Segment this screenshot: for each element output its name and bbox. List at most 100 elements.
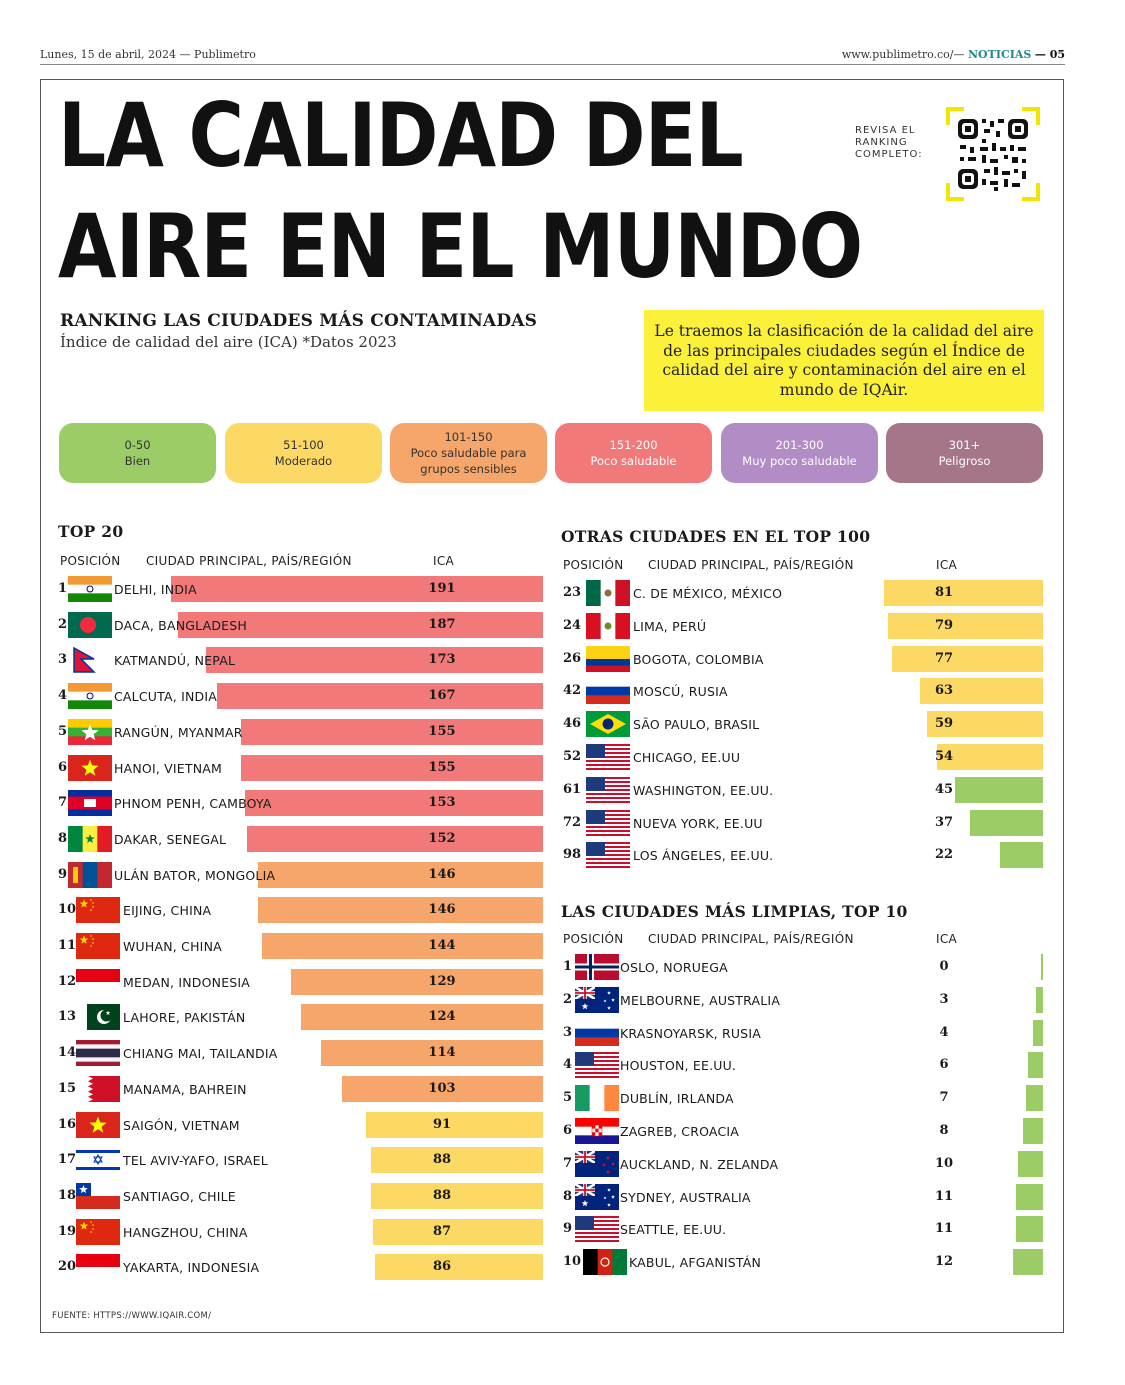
- value-label: 79: [934, 617, 954, 633]
- pakistan-flag-icon: [76, 1004, 120, 1031]
- value-label: 77: [934, 650, 954, 666]
- bar-24: [888, 612, 1043, 639]
- norway-flag-icon: [575, 954, 619, 980]
- legend-label: Poco saludable: [590, 454, 677, 468]
- subtitle-ica: Índice de calidad del aire (ICA) *Datos …: [60, 333, 397, 351]
- city-label: SYDNEY, AUSTRALIA: [620, 1189, 751, 1205]
- vietnam-flag-icon: [68, 754, 112, 781]
- bar-46: [927, 711, 1043, 738]
- masthead-section: NOTICIAS: [968, 48, 1032, 61]
- city-label: KRASNOYARSK, RUSIA: [620, 1025, 761, 1041]
- bar-4: [217, 683, 543, 710]
- value-label: 155: [428, 723, 456, 739]
- india-flag-icon: [68, 576, 112, 602]
- column-header-city: CIUDAD PRINCIPAL, PAÍS/REGIÓN: [648, 932, 854, 946]
- city-label: C. DE MÉXICO, MÉXICO: [633, 586, 783, 601]
- value-label: 152: [428, 830, 456, 846]
- vietnam-flag-icon: [76, 1111, 120, 1138]
- legend-label: Peligroso: [938, 454, 991, 468]
- rank-label: 7: [58, 795, 68, 811]
- rank-label: 52: [563, 749, 582, 764]
- rank-label: 8: [563, 1188, 573, 1204]
- qr-code-icon[interactable]: [946, 107, 1040, 201]
- bar-42: [919, 678, 1043, 705]
- city-label: DELHI, INDIA: [114, 582, 197, 597]
- city-label: MOSCÚ, RUSIA: [633, 684, 728, 700]
- city-label: EIJING, CHINA: [123, 903, 212, 919]
- city-label: MANAMA, BAHREIN: [123, 1081, 247, 1097]
- value-label: 7: [939, 1090, 949, 1106]
- rank-label: 1: [58, 581, 68, 596]
- city-label: DUBLÍN, IRLANDA: [620, 1091, 734, 1107]
- rank-label: 3: [563, 1024, 573, 1040]
- value-label: 173: [428, 652, 456, 668]
- indonesia-flag-icon: [76, 1254, 120, 1281]
- rank-label: 4: [563, 1057, 573, 1073]
- nepal-flag-icon: [68, 647, 112, 674]
- bangladesh-flag-icon: [68, 611, 112, 638]
- usa-flag-icon: [586, 809, 630, 836]
- city-label: PHNOM PENH, CAMBOYA: [114, 796, 272, 812]
- australia-flag-icon: [575, 1183, 619, 1210]
- value-label: 129: [428, 973, 456, 989]
- rank-label: 10: [563, 1254, 582, 1270]
- rank-label: 13: [58, 1009, 77, 1025]
- city-label: BOGOTA, COLOMBIA: [633, 651, 764, 667]
- value-label: 8: [939, 1123, 949, 1138]
- column-header-rank: POSICIÓN: [563, 932, 624, 946]
- value-label: 45: [934, 781, 954, 797]
- chile-flag-icon: [76, 1182, 120, 1209]
- city-label: SAIGÓN, VIETNAM: [123, 1117, 240, 1133]
- bar-6: [1023, 1118, 1043, 1144]
- rank-label: 2: [563, 991, 573, 1007]
- rank-label: 6: [563, 1123, 573, 1138]
- bar-1: [1041, 954, 1043, 980]
- masthead-page: — 05: [1034, 48, 1065, 61]
- rank-label: 46: [563, 716, 582, 732]
- bar-3: [205, 647, 543, 674]
- australia-flag-icon: [575, 986, 619, 1013]
- rank-label: 16: [58, 1116, 77, 1132]
- bar-72: [970, 809, 1043, 836]
- thailand-flag-icon: [76, 1040, 120, 1067]
- column-header-rank: POSICIÓN: [60, 554, 121, 568]
- bar-16: [365, 1111, 543, 1138]
- rank-label: 9: [58, 866, 68, 882]
- rank-label: 20: [58, 1259, 77, 1275]
- bar-2: [1035, 986, 1043, 1013]
- bar-7: [244, 790, 543, 817]
- bar-13: [301, 1004, 543, 1031]
- rank-label: 10: [58, 902, 77, 918]
- rank-label: 12: [58, 973, 77, 989]
- rank-label: 17: [58, 1152, 77, 1168]
- value-label: 153: [428, 795, 456, 811]
- value-label: 81: [934, 585, 954, 600]
- bar-3: [1033, 1019, 1043, 1046]
- bar-15: [342, 1075, 543, 1102]
- city-label: WUHAN, CHINA: [123, 939, 222, 954]
- city-label: RANGÚN, MYANMAR: [114, 724, 243, 740]
- croatia-flag-icon: [575, 1118, 619, 1144]
- value-label: 12: [934, 1254, 954, 1270]
- russia-flag-icon: [575, 1019, 619, 1046]
- value-label: 22: [934, 847, 954, 863]
- legend-item: 51-100 Moderado: [225, 423, 382, 483]
- value-label: 86: [432, 1259, 452, 1275]
- rank-label: 18: [58, 1187, 77, 1203]
- city-label: CALCUTA, INDIA: [114, 689, 217, 705]
- legend-label: Muy poco saludable: [742, 454, 857, 468]
- city-label: LIMA, PERÚ: [633, 618, 707, 634]
- bar-10: [258, 897, 543, 924]
- masthead-url[interactable]: www.publimetro.co/—: [841, 48, 965, 61]
- rank-label: 98: [563, 847, 582, 863]
- rank-label: 1: [563, 959, 573, 974]
- qr-label: REVISA EL RANKING COMPLETO:: [855, 125, 923, 160]
- bar-8: [246, 825, 543, 852]
- city-label: KABUL, AFGANISTÁN: [629, 1255, 762, 1271]
- rank-label: 5: [58, 723, 68, 739]
- bar-8: [1015, 1183, 1043, 1210]
- rank-label: 7: [563, 1155, 573, 1171]
- city-label: HANGZHOU, CHINA: [123, 1224, 248, 1240]
- ireland-flag-icon: [575, 1085, 619, 1112]
- value-label: 144: [428, 938, 456, 953]
